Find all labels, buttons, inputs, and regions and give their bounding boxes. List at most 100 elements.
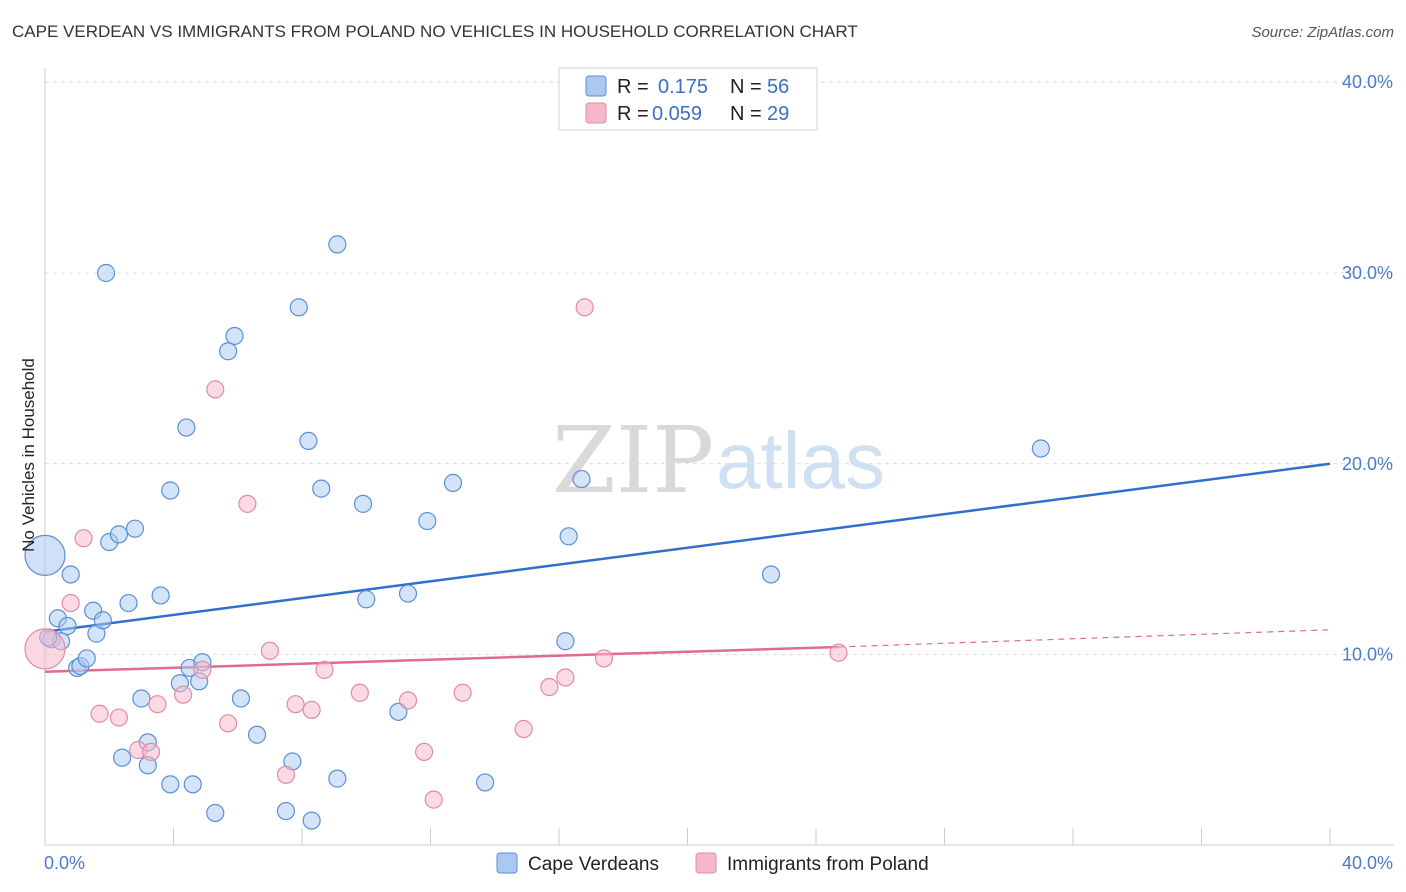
legend-n-label: N = <box>730 76 762 98</box>
data-points <box>24 235 1050 830</box>
cape-verdean-point <box>125 519 145 538</box>
poland-point <box>414 742 434 762</box>
watermark: ZIP atlas <box>552 407 885 514</box>
cape-verdean-point <box>112 748 132 767</box>
poland-point <box>74 529 93 548</box>
cape-verdean-point <box>96 263 116 283</box>
x-tick-label: 0.0% <box>44 853 85 873</box>
cape-verdean-point <box>761 565 781 584</box>
cape-verdean-point <box>556 632 575 651</box>
poland-point <box>594 649 614 668</box>
cape-verdean-point <box>418 511 437 531</box>
cape-verdean-point <box>357 590 376 609</box>
cape-verdean-point <box>476 773 495 792</box>
poland-point <box>302 700 321 720</box>
y-tick-label: 10.0% <box>1342 645 1393 665</box>
x-tick-label: 40.0% <box>1342 853 1393 873</box>
poland-trend-extension <box>838 629 1331 648</box>
poland-point <box>238 494 257 513</box>
tick-labels: 10.0% 20.0% 30.0% 40.0% 0.0% 40.0% <box>44 72 1393 873</box>
cape-verdean-trend-line <box>44 462 1331 633</box>
legend-swatch-pink <box>585 102 607 124</box>
cape-verdean-point <box>398 584 418 603</box>
legend-swatch-blue <box>585 75 607 97</box>
cape-verdean-point <box>161 775 180 794</box>
cape-verdean-point <box>151 586 170 605</box>
poland-point <box>109 708 128 727</box>
poland-point <box>148 695 167 714</box>
legend-n-value: 29 <box>767 103 789 125</box>
chart-title: CAPE VERDEAN VS IMMIGRANTS FROM POLAND N… <box>12 22 858 41</box>
watermark-zip: ZIP <box>552 407 714 514</box>
y-tick-label: 30.0% <box>1342 263 1393 283</box>
trend-lines <box>44 462 1331 674</box>
cape-verdean-point <box>132 689 151 708</box>
legend-r-label: R = <box>617 76 649 98</box>
cape-verdean-point <box>299 431 318 451</box>
cape-verdean-point <box>328 769 347 788</box>
poland-point <box>90 704 109 723</box>
cape-verdean-point <box>289 298 308 317</box>
cape-verdean-point <box>312 479 331 498</box>
poland-point <box>174 685 193 704</box>
poland-point <box>829 643 848 662</box>
cape-verdean-point <box>206 803 225 823</box>
bottom-legend-swatch-blue <box>496 852 518 874</box>
cape-verdean-point <box>93 611 112 630</box>
y-tick-label: 40.0% <box>1342 72 1393 92</box>
poland-point <box>575 298 594 317</box>
poland-point <box>206 380 225 399</box>
poland-point <box>514 719 533 739</box>
y-tick-label: 20.0% <box>1342 454 1393 474</box>
poland-point <box>453 683 472 702</box>
poland-point <box>276 765 296 784</box>
poland-point <box>556 668 575 687</box>
cape-verdean-point <box>572 469 591 489</box>
cape-verdean-point <box>161 481 180 500</box>
poland-point <box>424 790 443 809</box>
legend-r-value: 0.175 <box>658 76 708 98</box>
source-credit: Source: ZipAtlas.com <box>1251 24 1394 41</box>
legend-n-value: 56 <box>767 76 789 98</box>
bottom-legend-label: Immigrants from Poland <box>727 854 929 875</box>
poland-point <box>61 593 80 613</box>
cape-verdean-point <box>61 565 80 584</box>
y-axis-label: No Vehicles in Household <box>19 358 38 552</box>
legend-r-label: R = <box>617 103 649 125</box>
cape-verdean-point <box>353 494 373 513</box>
bottom-legend-swatch-pink <box>695 852 717 874</box>
cape-verdean-point <box>109 525 128 544</box>
cape-verdean-point <box>24 534 66 576</box>
cape-verdean-point <box>219 342 238 361</box>
poland-point <box>540 677 559 697</box>
grid-lines <box>45 81 1394 656</box>
legend-box: R = 0.175 N = 56 R = 0.059 N = 29 <box>558 67 818 131</box>
bottom-legend-label: Cape Verdeans <box>528 854 659 875</box>
cape-verdean-point <box>276 801 296 821</box>
axes <box>44 68 1394 846</box>
cape-verdean-point <box>183 775 202 794</box>
cape-verdean-point <box>77 649 96 668</box>
cape-verdean-point <box>1031 439 1050 458</box>
poland-point <box>260 641 279 660</box>
cape-verdean-point <box>177 418 196 437</box>
legend-r-value: 0.059 <box>652 103 702 125</box>
cape-verdean-point <box>119 593 138 613</box>
poland-point <box>24 628 66 670</box>
bottom-legend: Cape Verdeans Immigrants from Poland <box>496 852 929 875</box>
watermark-atlas: atlas <box>716 416 885 505</box>
cape-verdean-point <box>328 235 347 254</box>
poland-point <box>286 695 305 714</box>
poland-point <box>398 691 418 710</box>
poland-point <box>315 660 334 679</box>
poland-point <box>350 683 369 702</box>
poland-point <box>219 714 238 733</box>
poland-point <box>193 660 212 679</box>
poland-trend-line <box>44 645 839 674</box>
cape-verdean-point <box>231 689 251 708</box>
poland-point <box>141 742 161 762</box>
cape-verdean-point <box>247 725 267 744</box>
cape-verdean-point <box>302 811 321 830</box>
cape-verdean-point <box>443 473 463 492</box>
